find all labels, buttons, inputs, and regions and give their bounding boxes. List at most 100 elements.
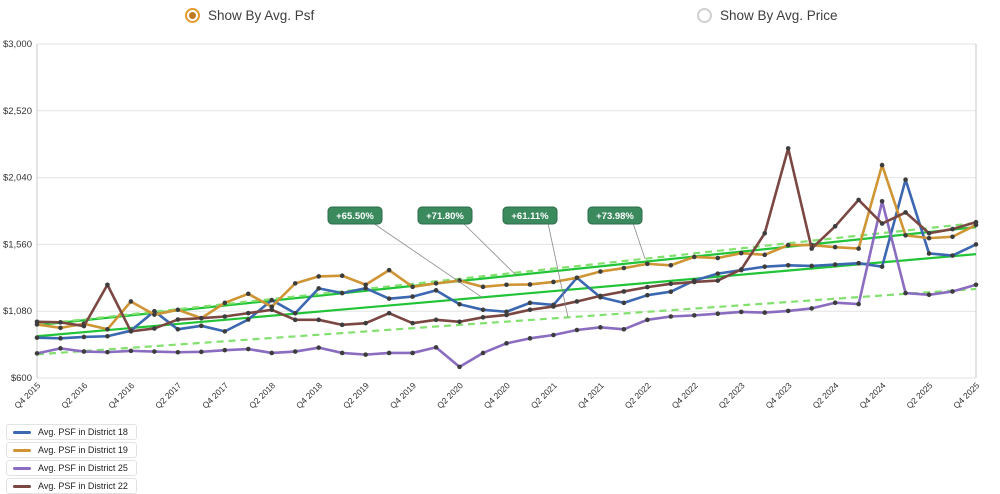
- data-point: [58, 325, 63, 331]
- data-point: [668, 289, 674, 295]
- x-axis-tick-label: Q2 2020: [435, 380, 465, 410]
- data-point: [222, 300, 228, 306]
- data-point: [81, 349, 87, 354]
- data-point: [903, 290, 908, 296]
- data-point: [339, 290, 345, 296]
- data-point: [832, 224, 838, 229]
- badge-pointer-line: [547, 222, 569, 318]
- data-point: [339, 350, 345, 356]
- data-point: [574, 299, 580, 304]
- data-point: [269, 307, 275, 313]
- data-point: [292, 317, 298, 323]
- data-point: [292, 310, 298, 316]
- data-point: [410, 350, 415, 356]
- data-point: [433, 345, 439, 350]
- data-point: [973, 282, 979, 288]
- data-point: [81, 323, 87, 329]
- data-point: [363, 352, 368, 357]
- x-axis-tick-label: Q2 2024: [810, 380, 840, 410]
- legend-item-district-18[interactable]: Avg. PSF in District 18: [6, 424, 137, 440]
- data-point: [856, 260, 861, 266]
- grid: $600 $1,080 $1,560 $2,040 $2,520 $3,000: [3, 39, 977, 384]
- data-point: [809, 246, 814, 251]
- data-point: [926, 292, 932, 298]
- radio-show-by-avg-psf[interactable]: Show By Avg. Psf: [185, 8, 314, 23]
- data-point: [903, 177, 908, 182]
- data-point: [762, 252, 768, 258]
- data-point: [551, 332, 556, 338]
- data-point: [715, 311, 721, 317]
- y-axis-tick-label: $1,080: [3, 306, 32, 317]
- data-point: [903, 233, 908, 238]
- data-point: [245, 310, 251, 316]
- x-axis-tick-label: Q4 2022: [670, 380, 700, 410]
- trend-line-district-22: [36, 221, 977, 326]
- data-point: [551, 279, 556, 285]
- data-point: [504, 309, 509, 315]
- data-point: [668, 262, 674, 268]
- data-point: [926, 235, 932, 241]
- data-point: [316, 274, 322, 279]
- data-point: [832, 262, 838, 267]
- badge-pointer-line: [462, 222, 517, 276]
- data-point: [950, 289, 955, 294]
- data-point: [128, 299, 134, 304]
- data-point: [199, 315, 204, 321]
- data-point: [973, 242, 979, 247]
- radio-unselected-icon[interactable]: [697, 8, 712, 23]
- data-point: [645, 317, 650, 323]
- growth-badge-box: [502, 206, 558, 225]
- trend-line-district-18: [36, 253, 977, 338]
- data-point: [457, 364, 462, 370]
- data-point: [621, 289, 627, 294]
- data-point: [926, 251, 932, 256]
- data-point: [105, 326, 110, 332]
- x-axis-tick-label: Q4 2025: [951, 380, 981, 410]
- radio-avg-price-label: Show By Avg. Price: [720, 8, 838, 23]
- data-point: [879, 162, 885, 168]
- data-point: [480, 284, 486, 290]
- data-point: [410, 284, 415, 290]
- data-point: [175, 307, 181, 313]
- data-point: [245, 291, 251, 297]
- growth-badge: +65.50%: [327, 206, 383, 225]
- radio-show-by-avg-price[interactable]: Show By Avg. Price: [697, 8, 838, 23]
- legend-label-district-22: Avg. PSF in District 22: [38, 481, 128, 491]
- legend-item-district-19[interactable]: Avg. PSF in District 19: [6, 442, 137, 458]
- x-axis-tick-label: Q2 2017: [153, 380, 183, 410]
- data-point: [504, 312, 509, 318]
- data-point: [81, 334, 87, 340]
- data-point: [574, 327, 580, 333]
- data-point: [245, 346, 251, 352]
- x-axis-labels: Q4 2015 Q2 2016 Q4 2016 Q2 2017 Q4 2017 Q2 20…: [12, 380, 981, 410]
- data-point: [950, 226, 955, 232]
- data-point: [645, 292, 650, 298]
- data-point: [950, 234, 955, 240]
- data-point: [222, 347, 228, 353]
- legend-item-district-25[interactable]: Avg. PSF in District 25: [6, 460, 137, 476]
- show-by-toggle-row: Show By Avg. Psf Show By Avg. Price: [0, 6, 1000, 28]
- district-22-swatch: [13, 484, 31, 488]
- data-point: [433, 288, 439, 293]
- data-point: [222, 314, 228, 319]
- data-point: [692, 279, 697, 285]
- data-point: [645, 284, 650, 290]
- data-point: [856, 301, 861, 307]
- x-axis-tick-label: Q4 2023: [763, 380, 793, 410]
- growth-badge: +61.11%: [502, 206, 558, 225]
- data-point: [175, 349, 181, 355]
- data-point: [433, 317, 439, 323]
- y-axis-tick-label: $2,040: [3, 173, 32, 184]
- data-point: [292, 349, 298, 354]
- series-points-district-25: [34, 198, 979, 370]
- data-point: [785, 308, 791, 314]
- data-point: [879, 264, 885, 269]
- data-point: [785, 146, 791, 151]
- data-point: [269, 350, 275, 356]
- data-point: [692, 313, 697, 318]
- data-point: [34, 335, 40, 340]
- data-point: [175, 317, 181, 322]
- data-point: [386, 296, 392, 301]
- data-point: [668, 281, 674, 287]
- radio-selected-icon[interactable]: [185, 8, 200, 23]
